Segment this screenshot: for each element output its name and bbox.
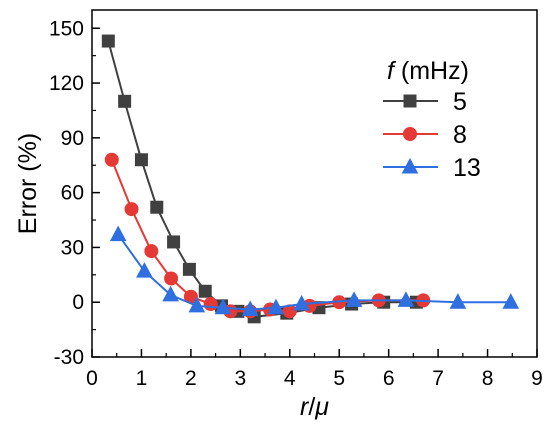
x-tick-label: 0 xyxy=(86,367,98,390)
legend-label: 5 xyxy=(453,88,467,116)
x-tick-label: 8 xyxy=(482,367,494,390)
series-13-point xyxy=(267,298,285,315)
legend-label: 8 xyxy=(453,121,467,149)
y-tick-label: 150 xyxy=(49,17,84,40)
series-8-point xyxy=(104,152,119,167)
legend-title-var: f xyxy=(387,57,397,85)
series-13-point xyxy=(162,285,179,302)
series-5-point xyxy=(198,284,212,298)
series xyxy=(101,34,520,324)
series-13-point xyxy=(502,293,520,309)
y-axis-title: Error (%) xyxy=(14,133,42,234)
x-tick-label: 1 xyxy=(136,367,148,390)
series-13-line xyxy=(117,234,511,311)
x-tick-label: 3 xyxy=(234,367,246,390)
legend: f (mHz) 5 8 13 xyxy=(383,57,481,182)
series-5-point xyxy=(167,235,181,249)
legend-label: 13 xyxy=(453,154,481,182)
series-13-point xyxy=(241,300,259,317)
series-5 xyxy=(101,34,423,324)
y-tick-label: -30 xyxy=(54,346,84,369)
series-8-point xyxy=(203,297,218,312)
x-axis-title-sep: / xyxy=(308,393,315,421)
legend-swatch-marker xyxy=(403,94,417,108)
y-tick-label: 90 xyxy=(61,127,84,150)
legend-item-5: 5 xyxy=(383,88,467,116)
legend-title: f (mHz) xyxy=(387,57,469,85)
legend-item-13: 13 xyxy=(383,154,481,182)
y-tick-label: 120 xyxy=(49,72,84,95)
legend-swatch-marker xyxy=(403,127,417,141)
x-axis-title-var2: μ xyxy=(314,393,329,421)
x-axis-title-var1: r xyxy=(300,393,310,421)
legend-item-8: 8 xyxy=(383,121,467,149)
legend-items: 5 8 13 xyxy=(383,88,481,182)
x-tick-label: 5 xyxy=(333,367,345,390)
series-5-point xyxy=(182,262,196,276)
series-13-point xyxy=(397,291,415,307)
y-tick-label: 60 xyxy=(61,182,84,205)
series-5-point xyxy=(101,34,115,48)
legend-swatch-marker xyxy=(401,157,419,174)
x-tick-label: 9 xyxy=(531,367,543,390)
series-13-point xyxy=(188,296,206,313)
series-13-point xyxy=(136,262,153,278)
legend-title-unit: (mHz) xyxy=(394,57,469,85)
y-tick-label: 30 xyxy=(61,236,84,259)
series-8 xyxy=(104,152,431,319)
x-tick-label: 2 xyxy=(185,367,197,390)
x-tick-label: 7 xyxy=(432,367,444,390)
series-13-point xyxy=(449,293,467,309)
x-axis-title: r/μ xyxy=(300,393,329,421)
series-13-point xyxy=(293,294,310,311)
x-tick-label: 6 xyxy=(383,367,395,390)
series-5-point xyxy=(150,200,164,214)
series-8-point xyxy=(164,271,179,286)
series-13-point xyxy=(345,291,363,307)
x-tick-label: 4 xyxy=(284,367,296,390)
series-5-line xyxy=(107,40,417,318)
series-8-point xyxy=(144,244,159,259)
series-13 xyxy=(109,225,520,317)
series-13-point xyxy=(214,298,232,315)
y-tick-label: 0 xyxy=(72,291,84,314)
series-8-point xyxy=(124,202,139,217)
series-5-point xyxy=(134,153,148,167)
series-13-point xyxy=(109,225,127,242)
series-5-point xyxy=(118,94,132,108)
series-8-line xyxy=(110,159,424,313)
